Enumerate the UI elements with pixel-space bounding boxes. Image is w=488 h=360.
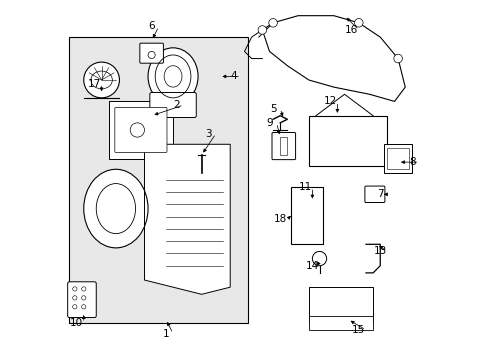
Bar — [108, 102, 173, 158]
Text: 4: 4 — [230, 71, 237, 81]
Text: 18: 18 — [273, 214, 286, 224]
Bar — [308, 316, 372, 330]
Bar — [280, 137, 287, 155]
Bar — [308, 116, 386, 166]
FancyBboxPatch shape — [149, 93, 196, 117]
Circle shape — [312, 251, 326, 266]
Text: 3: 3 — [205, 129, 212, 139]
Text: 7: 7 — [376, 189, 383, 199]
Text: 11: 11 — [298, 182, 311, 192]
Ellipse shape — [83, 169, 148, 248]
Text: 6: 6 — [148, 21, 155, 31]
Bar — [290, 187, 323, 244]
FancyBboxPatch shape — [364, 186, 384, 203]
Text: 14: 14 — [305, 261, 318, 271]
FancyBboxPatch shape — [140, 43, 163, 63]
Polygon shape — [144, 144, 230, 294]
Circle shape — [258, 26, 266, 34]
Text: 16: 16 — [345, 25, 358, 35]
Text: 5: 5 — [269, 104, 276, 113]
Bar — [308, 287, 372, 323]
Bar — [69, 37, 247, 323]
Text: 13: 13 — [373, 247, 386, 256]
Circle shape — [354, 18, 363, 27]
Text: 2: 2 — [173, 100, 180, 110]
Text: 9: 9 — [265, 118, 272, 128]
Bar — [386, 148, 408, 169]
Text: 1: 1 — [163, 329, 169, 339]
Bar — [383, 144, 411, 173]
Circle shape — [268, 18, 277, 27]
FancyBboxPatch shape — [115, 108, 166, 153]
Text: 8: 8 — [408, 157, 415, 167]
FancyBboxPatch shape — [271, 132, 295, 159]
Ellipse shape — [148, 48, 198, 105]
Text: 15: 15 — [351, 325, 365, 335]
Text: 17: 17 — [88, 78, 101, 89]
Circle shape — [393, 54, 402, 63]
Text: 12: 12 — [323, 96, 336, 107]
Text: 10: 10 — [70, 318, 83, 328]
FancyBboxPatch shape — [67, 282, 96, 318]
Ellipse shape — [83, 62, 119, 98]
